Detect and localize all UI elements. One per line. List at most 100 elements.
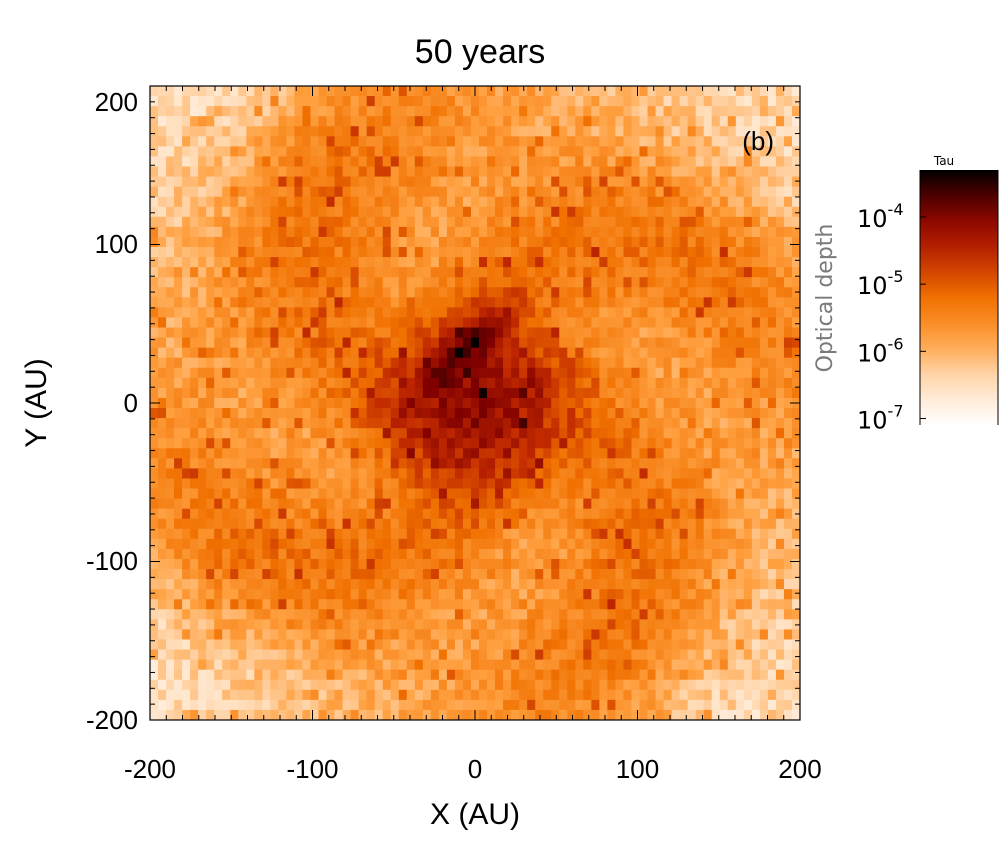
heatmap-cell xyxy=(310,297,319,308)
heatmap-cell xyxy=(382,428,392,439)
heatmap-cell xyxy=(334,478,343,489)
heatmap-cell xyxy=(198,478,207,489)
heatmap-cell xyxy=(302,347,311,359)
heatmap-cell xyxy=(495,297,504,308)
heatmap-cell xyxy=(671,387,681,399)
heatmap-cell xyxy=(270,548,279,560)
heatmap-cell xyxy=(326,126,335,137)
heatmap-cell xyxy=(406,126,416,137)
heatmap-cell xyxy=(286,126,295,137)
heatmap-cell xyxy=(406,538,416,550)
heatmap-cell xyxy=(727,418,737,429)
heatmap-cell xyxy=(631,186,640,198)
heatmap-cell xyxy=(374,206,384,218)
heatmap-cell xyxy=(158,106,167,117)
heatmap-cell xyxy=(454,377,464,389)
heatmap-cell xyxy=(238,579,247,590)
heatmap-cell xyxy=(751,317,761,328)
heatmap-cell xyxy=(470,116,480,127)
heatmap-cell xyxy=(454,699,464,711)
heatmap-cell xyxy=(174,126,183,137)
heatmap-cell xyxy=(607,96,616,107)
heatmap-cell xyxy=(294,659,303,671)
heatmap-cell xyxy=(711,297,721,308)
heatmap-cell xyxy=(246,96,255,107)
heatmap-cell xyxy=(759,86,769,97)
heatmap-cell xyxy=(358,236,368,248)
heatmap-cell xyxy=(358,418,368,429)
heatmap-cell xyxy=(607,337,616,349)
heatmap-cell xyxy=(567,639,576,650)
heatmap-cell xyxy=(551,116,560,127)
heatmap-cell xyxy=(462,548,472,560)
heatmap-cell xyxy=(735,538,745,550)
heatmap-cell xyxy=(462,669,472,681)
heatmap-cell xyxy=(487,357,496,369)
heatmap-cell xyxy=(278,679,287,691)
heatmap-cell xyxy=(286,347,295,359)
heatmap-cell xyxy=(679,669,689,681)
heatmap-cell xyxy=(647,438,656,449)
heatmap-cell xyxy=(246,206,255,218)
heatmap-cell xyxy=(270,538,279,550)
heatmap-cell xyxy=(470,669,480,681)
heatmap-cell xyxy=(198,357,207,369)
heatmap-cell xyxy=(286,106,295,117)
heatmap-cell xyxy=(735,569,745,580)
heatmap-cell xyxy=(575,458,584,469)
heatmap-cell xyxy=(222,347,231,359)
heatmap-cell xyxy=(398,438,408,449)
heatmap-cell xyxy=(374,699,384,711)
heatmap-cell xyxy=(559,387,568,399)
heatmap-cell xyxy=(286,418,295,429)
heatmap-cell xyxy=(599,156,608,167)
heatmap-cell xyxy=(559,538,568,550)
heatmap-cell xyxy=(519,226,528,238)
heatmap-cell xyxy=(438,156,448,167)
heatmap-cell xyxy=(462,277,472,288)
heatmap-cell xyxy=(511,126,520,137)
heatmap-cell xyxy=(503,528,512,540)
heatmap-cell xyxy=(623,136,632,147)
heatmap-cell xyxy=(294,236,303,248)
heatmap-cell xyxy=(591,418,600,429)
heatmap-cell xyxy=(639,558,648,570)
heatmap-cell xyxy=(238,699,247,711)
heatmap-cell xyxy=(615,347,624,359)
heatmap-cell xyxy=(647,659,656,671)
heatmap-cell xyxy=(719,186,729,198)
heatmap-cell xyxy=(174,317,183,328)
heatmap-cell xyxy=(398,387,408,399)
heatmap-cell xyxy=(719,508,729,520)
heatmap-cell xyxy=(503,418,512,429)
heatmap-cell xyxy=(230,236,239,248)
heatmap-cell xyxy=(366,186,376,198)
heatmap-cell xyxy=(767,377,777,389)
heatmap-cell xyxy=(767,116,777,127)
heatmap-cell xyxy=(230,689,239,701)
heatmap-cell xyxy=(174,116,183,127)
heatmap-cell xyxy=(743,287,753,298)
heatmap-cell xyxy=(342,176,352,188)
heatmap-cell xyxy=(198,176,207,188)
heatmap-cell xyxy=(775,136,785,147)
heatmap-cell xyxy=(663,277,672,288)
heatmap-cell xyxy=(671,176,681,188)
heatmap-cell xyxy=(286,538,295,550)
heatmap-cell xyxy=(583,428,592,439)
heatmap-cell xyxy=(374,639,384,650)
heatmap-cell xyxy=(262,247,271,258)
heatmap-cell xyxy=(703,267,713,278)
heatmap-cell xyxy=(535,669,544,681)
heatmap-cell xyxy=(639,156,648,167)
heatmap-cell xyxy=(326,347,335,359)
heatmap-cell xyxy=(382,589,392,600)
heatmap-cell xyxy=(751,216,761,228)
heatmap-cell xyxy=(575,699,584,711)
heatmap-cell xyxy=(342,408,352,419)
heatmap-cell xyxy=(775,367,785,379)
heatmap-cell xyxy=(190,558,199,570)
heatmap-cell xyxy=(454,679,464,691)
heatmap-cell xyxy=(511,649,520,661)
heatmap-cell xyxy=(703,589,713,600)
